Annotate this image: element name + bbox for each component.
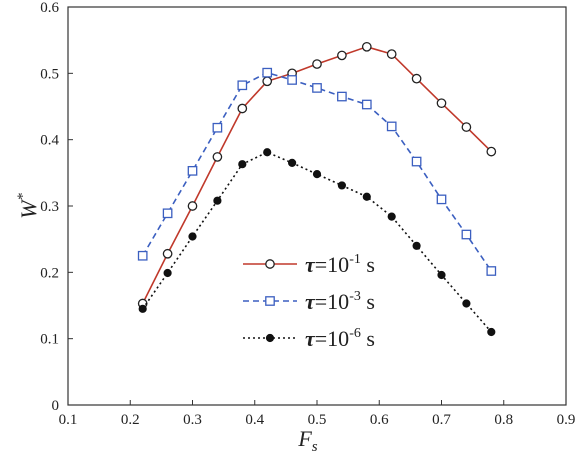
x-tick-label: 0.1 [59, 412, 78, 428]
data-point [412, 241, 421, 250]
data-point [461, 229, 472, 240]
data-point [288, 158, 297, 167]
data-point [362, 192, 371, 201]
data-point [312, 83, 322, 93]
data-point [486, 146, 497, 157]
x-tick-label: 0.5 [308, 412, 327, 428]
x-tick-label: 0.3 [183, 412, 202, 428]
data-point [212, 122, 223, 133]
data-point [411, 156, 422, 167]
legend-label: τ=10-6 s [305, 326, 375, 351]
data-point [287, 75, 297, 85]
y-tick-label: 0.4 [40, 133, 59, 149]
data-point [462, 299, 471, 308]
data-point [312, 59, 322, 69]
data-point [386, 49, 397, 59]
data-point [237, 103, 248, 114]
x-tick-label: 0.4 [245, 412, 264, 428]
x-tick-labels: 0.1 0.2 0.3 0.4 0.5 0.6 0.7 0.8 0.9 [59, 412, 576, 428]
legend: τ=10-1 s τ=10-3 s τ=10-6 s [243, 252, 375, 351]
x-axis-label: Fs [297, 426, 317, 455]
y-tick-label: 0.2 [40, 265, 59, 281]
data-point [212, 152, 223, 162]
data-point [461, 122, 472, 132]
data-point [262, 67, 273, 78]
data-point [361, 99, 372, 110]
data-point [162, 248, 173, 259]
data-point [337, 181, 346, 190]
data-point [137, 250, 148, 261]
y-tick-label: 0.3 [40, 199, 59, 215]
data-point [436, 98, 447, 109]
data-point [337, 91, 347, 102]
legend-label: τ=10-1 s [305, 252, 375, 277]
data-point [262, 76, 273, 87]
data-point [486, 266, 497, 276]
data-point [138, 304, 147, 313]
y-tick-label: 0.5 [40, 66, 59, 82]
data-point [337, 50, 347, 61]
data-point [163, 268, 172, 278]
data-point [162, 208, 173, 219]
x-tick-label: 0.6 [370, 412, 389, 428]
legend-marker [265, 259, 275, 269]
legend-item: τ=10-1 s [243, 252, 375, 277]
data-point [386, 121, 397, 132]
data-point [437, 270, 446, 280]
y-tick-label: 0 [52, 398, 60, 414]
legend-marker [265, 296, 275, 306]
x-tick-label: 0.9 [557, 412, 576, 428]
data-point [361, 41, 372, 52]
legend-marker [265, 333, 275, 343]
data-point [238, 160, 247, 169]
series-layer [137, 41, 497, 337]
y-tick-label: 0.1 [40, 332, 59, 348]
series-line [142, 71, 492, 272]
data-point [387, 212, 396, 221]
data-point [411, 73, 422, 84]
legend-item: τ=10-6 s [243, 326, 375, 351]
legend-label: τ=10-3 s [305, 289, 375, 314]
y-tick-label: 0.6 [40, 0, 59, 16]
data-point [487, 327, 496, 337]
data-point [436, 194, 447, 205]
tick-marks [67, 6, 567, 406]
x-tick-label: 0.8 [494, 412, 513, 428]
y-axis-label: W* [15, 193, 41, 219]
legend-item: τ=10-3 s [243, 289, 375, 314]
data-point [213, 196, 222, 205]
x-tick-label: 0.7 [432, 412, 451, 428]
data-point [188, 232, 197, 241]
series-3 [138, 148, 496, 337]
data-point [312, 170, 322, 179]
series-2 [137, 67, 497, 276]
y-tick-labels: 0 0.1 0.2 0.3 0.4 0.5 0.6 [40, 0, 59, 414]
data-point [187, 201, 198, 211]
x-tick-label: 0.2 [121, 412, 140, 428]
data-point [263, 148, 272, 157]
data-point [187, 165, 198, 176]
data-point [237, 80, 248, 91]
